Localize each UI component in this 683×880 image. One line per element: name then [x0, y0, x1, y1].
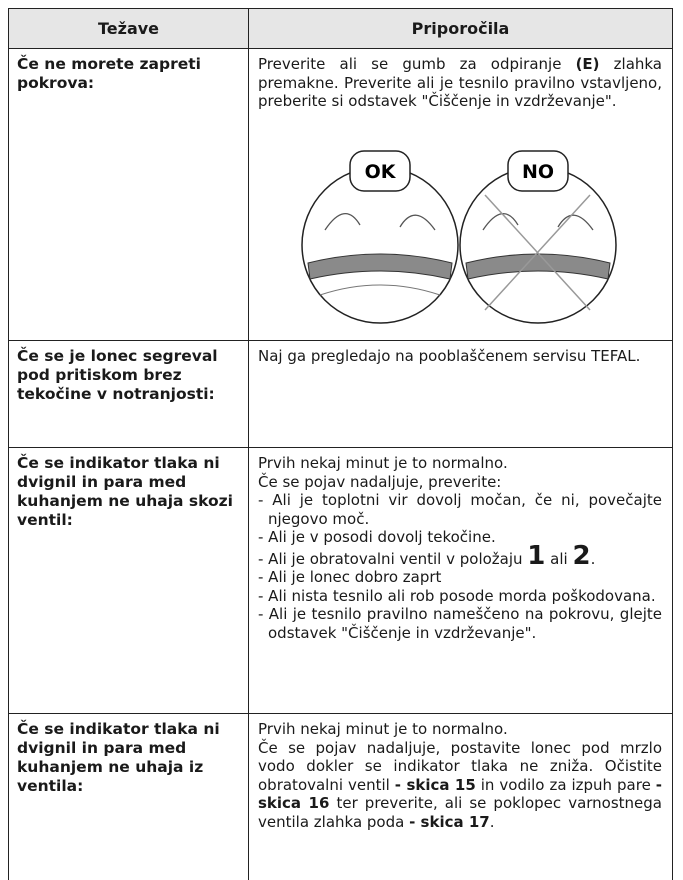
advice-text: ali	[545, 549, 573, 568]
problem-text: Če se indikator tlaka ni dvignil in para…	[17, 454, 233, 529]
no-picture: NO	[459, 150, 617, 324]
figure-label: NO	[522, 161, 554, 183]
advice-text: - skica 15	[394, 775, 476, 794]
advice-paragraph: - Ali je v posodi dovolj tekočine.	[258, 528, 662, 547]
advice-text: 2	[572, 540, 591, 571]
advice-text: - Ali je v posodi dovolj tekočine.	[258, 528, 496, 546]
problem-text: Če se je lonec segreval pod pritiskom br…	[17, 347, 218, 403]
advice-text: Prvih nekaj minut je to normalno.	[258, 454, 508, 472]
advice-text: - Ali je tesnilo pravilno nameščeno na p…	[258, 605, 662, 642]
advice-text: .	[489, 812, 495, 831]
advice-text: - Ali je obratovalni ventil v položaju	[258, 549, 528, 568]
advice-text: zlahka premakne. Preverite ali je tesnil…	[258, 55, 663, 110]
advice-text: - Ali je lonec dobro zaprt	[258, 568, 442, 586]
problem-cell: Če se indikator tlaka ni dvignil in para…	[8, 447, 248, 713]
problem-text: Če se indikator tlaka ni dvignil in para…	[17, 720, 220, 795]
advice-paragraph: - Ali je lonec dobro zaprt	[258, 568, 662, 587]
advice-paragraph: Prvih nekaj minut je to normalno.	[258, 454, 662, 473]
advice-text: 1	[527, 540, 546, 571]
advice-text: Naj ga pregledajo na pooblaščenem servis…	[258, 347, 641, 365]
ok-picture: OK	[301, 150, 459, 324]
advice-text: (E)	[575, 55, 600, 73]
advice-paragraph: Prvih nekaj minut je to normalno.	[258, 720, 662, 739]
problem-cell: Če se je lonec segreval pod pritiskom br…	[8, 340, 248, 447]
advice-text: Če se pojav nadaljuje, postavite lonec p…	[258, 738, 662, 794]
advice-cell: Prvih nekaj minut je to normalno. Če se p…	[248, 713, 673, 880]
problem-cell: Če se indikator tlaka ni dvignil in para…	[8, 713, 248, 880]
header-cell: Težave	[8, 8, 248, 48]
advice-text: ter preverite, ali se poklopec varnostne…	[258, 794, 663, 831]
advice-cell: Naj ga pregledajo na pooblaščenem servis…	[248, 340, 673, 447]
advice-text: in vodilo za izpuh pare	[475, 775, 656, 794]
advice-paragraph: - Ali je tesnilo pravilno nameščeno na p…	[258, 605, 662, 642]
header-cell: Priporočila	[248, 8, 673, 48]
illustration: OK NO	[301, 150, 617, 324]
advice-paragraph: - Ali je obratovalni ventil v položaju 1…	[258, 543, 662, 569]
advice-text: - Ali nista tesnilo ali rob posode morda…	[258, 586, 656, 605]
advice-paragraph: Naj ga pregledajo na pooblaščenem servis…	[258, 347, 662, 366]
advice-text: - skica 17	[409, 812, 490, 831]
advice-cell: Preverite ali se gumb za odpiranje (E) z…	[248, 48, 673, 340]
advice-text: Če se pojav nadaljuje, preverite:	[258, 472, 502, 491]
advice-paragraph: Če se pojav nadaljuje, preverite:	[258, 473, 662, 492]
advice-text: .	[590, 549, 596, 568]
advice-text: - Ali je toplotni vir dovolj močan, če n…	[258, 491, 662, 528]
problem-text: Če ne morete zapreti pokrova:	[17, 55, 201, 92]
advice-paragraph: - Ali je toplotni vir dovolj močan, če n…	[258, 491, 662, 528]
advice-paragraph: - Ali nista tesnilo ali rob posode morda…	[258, 587, 662, 606]
advice-text: Prvih nekaj minut je to normalno.	[258, 720, 508, 738]
problem-cell: Če ne morete zapreti pokrova:	[8, 48, 248, 340]
advice-text: Preverite ali se gumb za odpiranje	[258, 55, 576, 73]
advice-paragraph: Če se pojav nadaljuje, postavite lonec p…	[258, 739, 662, 832]
figure-label: OK	[365, 161, 397, 183]
advice-text: - skica 16	[258, 775, 662, 813]
advice-cell: Prvih nekaj minut je to normalno. Če se p…	[248, 447, 673, 713]
advice-paragraph: Preverite ali se gumb za odpiranje (E) z…	[258, 55, 662, 111]
